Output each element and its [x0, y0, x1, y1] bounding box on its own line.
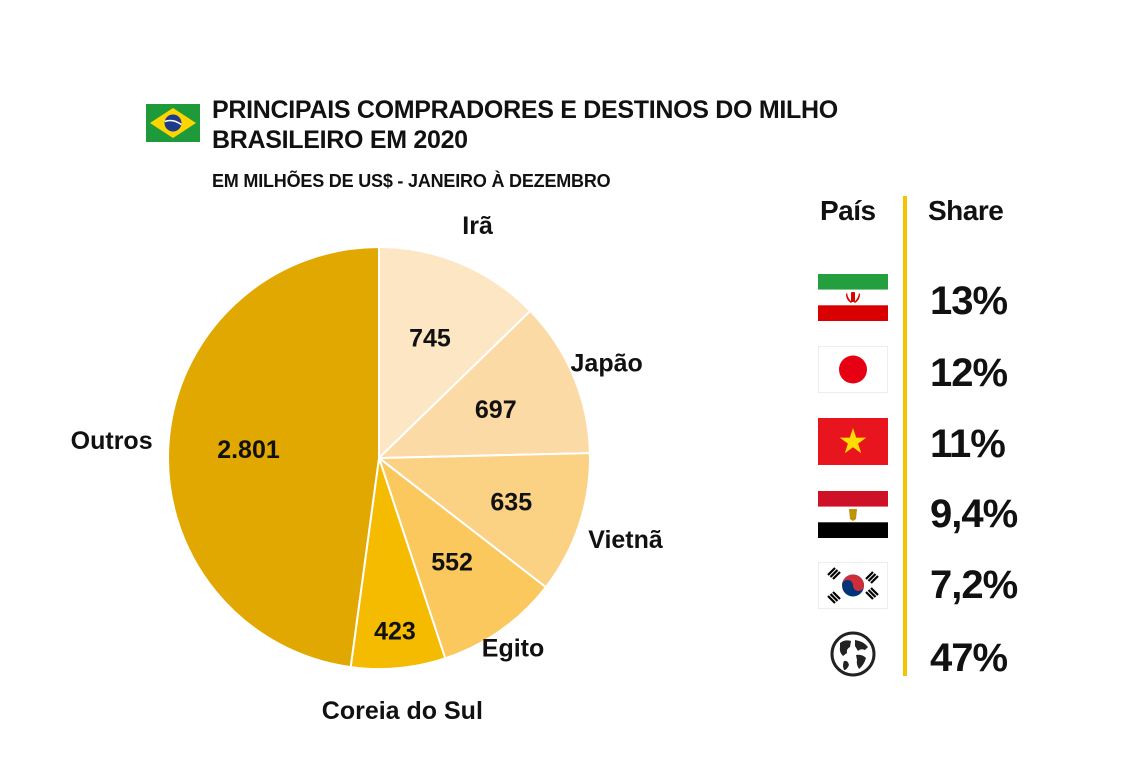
slice-value-label: 697	[475, 396, 517, 424]
slice-category-label: Irã	[462, 212, 493, 240]
slice-category-label: Vietnã	[588, 526, 663, 554]
pie-slice	[376, 452, 591, 589]
share-value: 47%	[930, 636, 1008, 680]
share-value: 13%	[930, 279, 1008, 323]
chart-title: PRINCIPAIS COMPRADORES E DESTINOS DO MIL…	[212, 95, 838, 155]
share-value: 11%	[930, 422, 1006, 466]
slice-value-label: 745	[409, 325, 451, 353]
pie-slice	[378, 245, 532, 461]
chart-subtitle: EM MILHÕES DE US$ - JANEIRO À DEZEMBRO	[212, 171, 611, 191]
chart-title-line-1: PRINCIPAIS COMPRADORES E DESTINOS DO MIL…	[212, 96, 838, 124]
iran-flag-icon	[818, 274, 888, 321]
pie-slice	[377, 455, 548, 660]
pie-slice	[167, 245, 380, 669]
globe-icon	[830, 631, 876, 677]
japan-flag-icon	[818, 346, 888, 393]
pie-slice	[376, 309, 591, 460]
column-divider	[903, 196, 907, 676]
slice-category-label: Egito	[482, 634, 545, 662]
column-header-share: Share	[928, 195, 1004, 226]
brazil-flag-icon	[146, 104, 200, 142]
slice-value-label: 423	[374, 617, 416, 645]
share-value: 9,4%	[930, 492, 1018, 536]
slice-value-label: 2.801	[217, 436, 280, 464]
chart-title-line-2: BRASILEIRO EM 2020	[212, 126, 468, 154]
slice-category-label: Japão	[571, 350, 643, 378]
slice-category-label: Coreia do Sul	[322, 697, 483, 725]
egypt-flag-icon	[818, 491, 888, 538]
share-value: 7,2%	[930, 563, 1018, 607]
slice-value-label: 552	[431, 548, 473, 576]
slice-value-label: 635	[490, 489, 532, 517]
share-value: 12%	[930, 351, 1008, 395]
pie-chart: 745 697 635 552 423 2.801 Irã Japão Vietnã Egito…	[71, 212, 663, 725]
slice-category-label: Outros	[71, 427, 153, 455]
column-header-country: País	[820, 195, 876, 226]
south-korea-flag-icon	[818, 562, 888, 609]
vietnam-flag-icon	[818, 418, 888, 465]
